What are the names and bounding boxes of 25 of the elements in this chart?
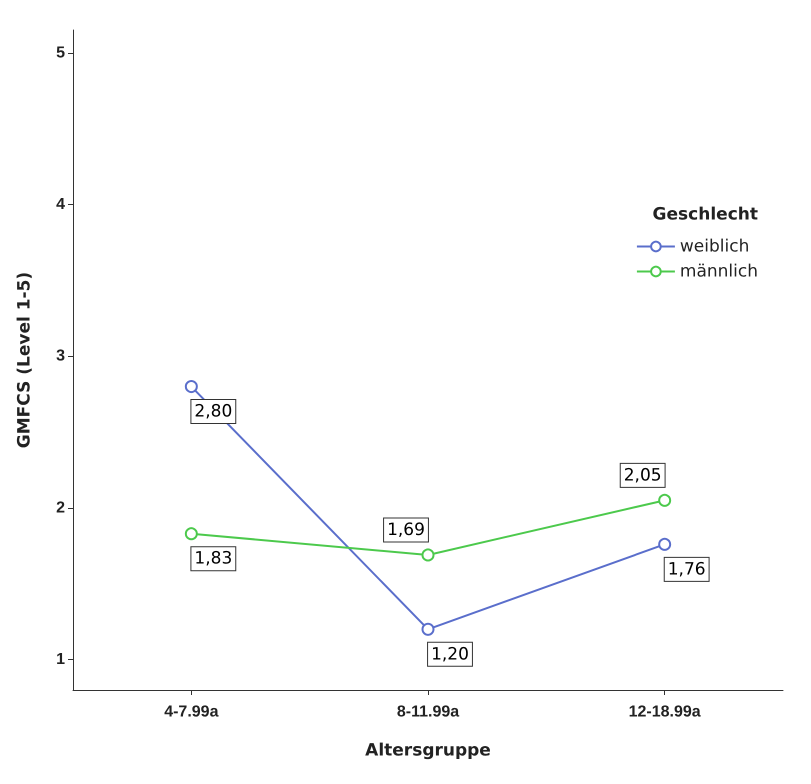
point [184,380,198,394]
data-label: 1,69 [387,520,425,540]
legend-label: weiblich [680,236,750,256]
data-label: 1,76 [668,559,706,580]
y-axis-title: GMFCS (Level 1-5) [14,272,34,448]
x-tick-label: 12-18.99a [628,704,701,720]
y-tick-label: 1 [56,651,66,668]
x-axis-title: Altersgruppe [365,740,491,760]
y-tick-label: 4 [56,196,66,213]
y-tick-label: 3 [56,348,66,365]
point [658,538,672,551]
data-label: 2,80 [194,402,232,422]
x-tick-label: 8-11.99a [396,704,460,720]
data-label: 2,05 [624,465,662,486]
data-label: 1,83 [194,548,232,569]
data-label: 1,20 [431,644,469,664]
y-tick-label: 5 [56,44,66,62]
legend-title: Geschlecht [652,204,758,224]
point [658,494,672,507]
x-tick-label: 4-7.99a [164,704,219,720]
point [422,548,434,562]
point [422,622,434,636]
point [184,527,198,540]
legend-label: männlich [680,262,758,282]
y-tick-label: 2 [56,499,66,516]
